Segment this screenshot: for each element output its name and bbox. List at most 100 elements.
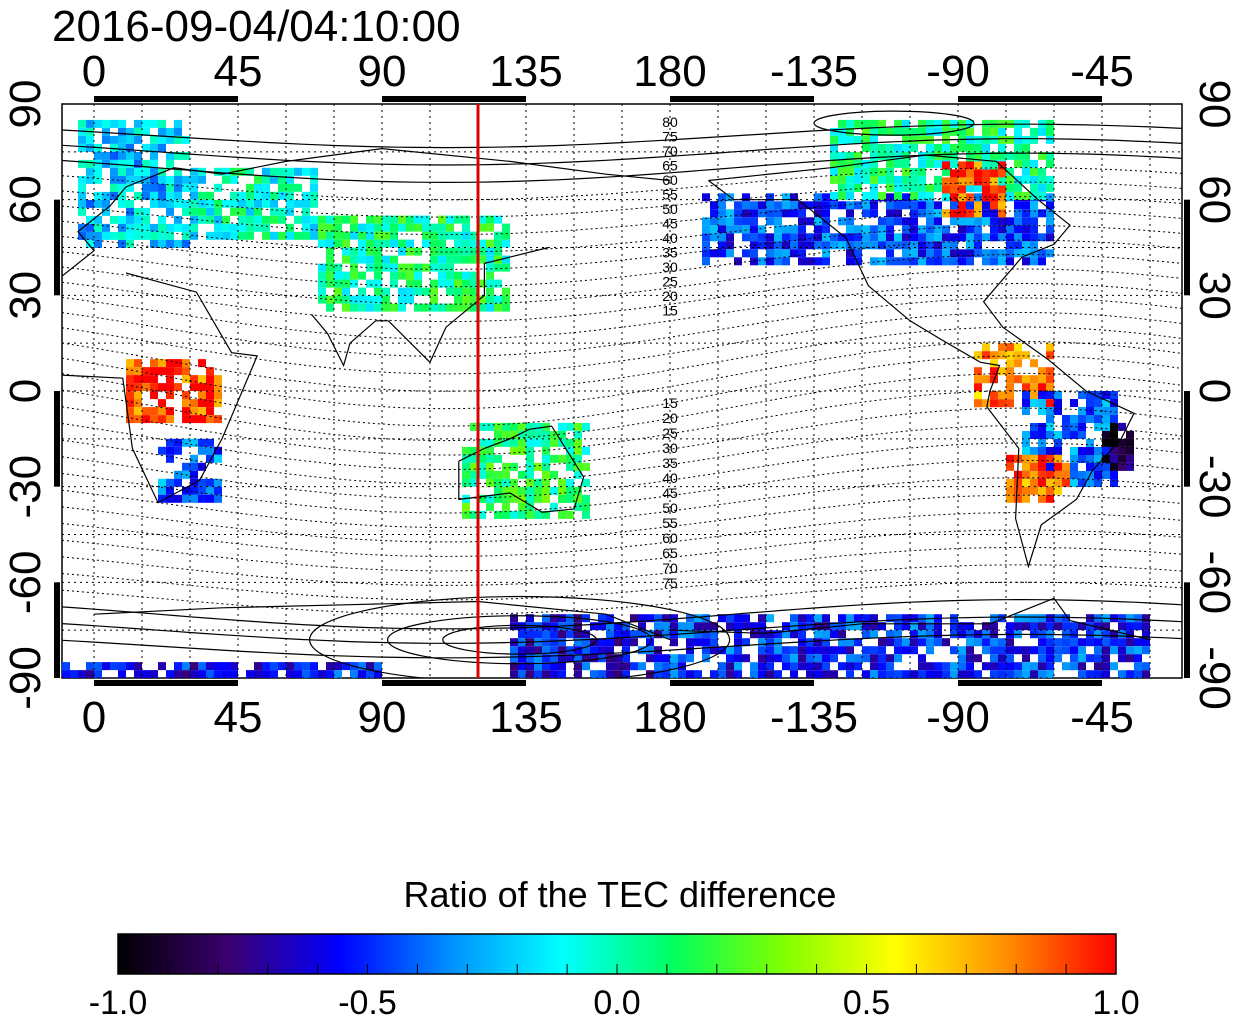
- contour-label: 75: [662, 129, 678, 145]
- longitude-tick-label: 0: [82, 693, 106, 742]
- axis-edge-bars: [54, 96, 1190, 686]
- latitude-tick-label: 0: [1, 379, 50, 403]
- colorbar-minor-ticks: [167, 964, 1067, 974]
- latitude-tick-label: 90: [1190, 80, 1239, 129]
- latitude-tick-label: -30: [1, 455, 50, 519]
- tec-region: [318, 215, 510, 312]
- longitude-tick-label: 45: [214, 693, 263, 742]
- contour-line: [62, 181, 1182, 218]
- contour-label: 65: [662, 158, 678, 174]
- contour-line: [62, 598, 1182, 630]
- contour-line: [62, 123, 1182, 149]
- contour-labels: 8075706560555045403530252015152025303540…: [662, 114, 678, 591]
- contour-line: [62, 390, 1182, 456]
- right-latitude-ticks: 90 60 30 0 -30 -60 -90: [1190, 80, 1239, 710]
- contour-line: [62, 167, 1182, 201]
- longitude-tick-label: 135: [489, 47, 562, 96]
- contour-line: [62, 326, 1182, 392]
- latitude-tick-label: 30: [1, 271, 50, 320]
- contour-line: [62, 546, 1182, 586]
- colorbar-tick-label: 0.0: [593, 984, 641, 1022]
- contour-line: [62, 633, 1182, 659]
- edge-bar: [670, 96, 814, 102]
- contour-line: [62, 581, 1182, 615]
- contour-label: 40: [662, 230, 678, 246]
- edge-bar: [670, 680, 814, 686]
- contour-label: 30: [662, 440, 678, 456]
- longitude-tick-label: -45: [1070, 693, 1134, 742]
- timestamp-title: 2016-09-04/04:10:00: [52, 2, 461, 51]
- map-grid: [62, 104, 1182, 678]
- edge-bar: [94, 680, 238, 686]
- longitude-tick-label: -135: [770, 693, 858, 742]
- contour-label: 70: [662, 560, 678, 576]
- contour-label: 50: [662, 201, 678, 217]
- contour-line: [62, 311, 1182, 375]
- contour-label: 45: [662, 216, 678, 232]
- latitude-tick-label: -60: [1190, 551, 1239, 615]
- contour-line: [62, 564, 1182, 601]
- contour-line: [442, 624, 597, 655]
- latitude-tick-label: 60: [1190, 175, 1239, 224]
- contour-line: [62, 529, 1182, 572]
- contour-label: 60: [662, 172, 678, 188]
- contour-label: 35: [662, 245, 678, 261]
- latitude-tick-label: -30: [1190, 455, 1239, 519]
- contour-label: 65: [662, 545, 678, 561]
- edge-bar: [54, 391, 60, 487]
- longitude-tick-label: 180: [633, 47, 706, 96]
- contour-line: [62, 407, 1182, 471]
- edge-bar: [94, 96, 238, 102]
- contour-line: [62, 512, 1182, 557]
- longitude-tick-label: 180: [633, 693, 706, 742]
- contour-label: 30: [662, 259, 678, 275]
- edge-bar: [958, 680, 1102, 686]
- latitude-tick-label: -90: [1, 646, 50, 710]
- contour-label: 20: [662, 288, 678, 304]
- contour-line: [386, 615, 653, 665]
- contour-label: 60: [662, 530, 678, 546]
- contour-line: [309, 595, 731, 678]
- edge-bar: [1184, 391, 1190, 487]
- contour-label: 25: [662, 274, 678, 290]
- edge-bar: [382, 680, 526, 686]
- edge-bar: [1184, 199, 1190, 296]
- coastline: [62, 272, 259, 504]
- latitude-tick-label: -60: [1, 551, 50, 615]
- latitude-tick-label: -90: [1190, 646, 1239, 710]
- contour-line: [62, 616, 1182, 644]
- contour-label: 55: [662, 515, 678, 531]
- latitude-tick-label: 30: [1190, 271, 1239, 320]
- contour-label: 50: [662, 500, 678, 516]
- edge-bar: [54, 582, 60, 678]
- colorbar-tick-label: 0.5: [842, 984, 891, 1022]
- tec-region: [126, 359, 222, 424]
- longitude-tick-label: 45: [214, 47, 263, 96]
- edge-bar: [382, 96, 526, 102]
- tec-region: [510, 614, 670, 678]
- longitude-tick-label: -90: [926, 693, 990, 742]
- longitude-tick-label: 135: [489, 693, 562, 742]
- coastline: [708, 154, 1135, 569]
- contour-label: 15: [662, 395, 678, 411]
- contour-label: 20: [662, 410, 678, 426]
- colorbar-tick-label: 1.0: [1092, 984, 1140, 1022]
- contour-label: 70: [662, 143, 678, 159]
- longitude-tick-label: 0: [82, 47, 106, 96]
- left-latitude-ticks: 90 60 30 0 -30 -60 -90: [1, 80, 50, 710]
- edge-bar: [54, 199, 60, 296]
- tec-region: [190, 167, 318, 240]
- coastline: [311, 246, 549, 368]
- contour-label: 15: [662, 303, 678, 319]
- coastline: [458, 425, 585, 513]
- colorbar-tick-label: -0.5: [338, 984, 397, 1022]
- tec-region: [1102, 422, 1134, 471]
- edge-bar: [1184, 582, 1190, 678]
- longitude-tick-label: -135: [770, 47, 858, 96]
- colorbar-title: Ratio of the TEC difference: [403, 874, 837, 915]
- longitude-tick-label: 90: [358, 47, 407, 96]
- contour-label: 35: [662, 455, 678, 471]
- latitude-tick-label: 0: [1190, 379, 1239, 403]
- longitude-tick-label: -45: [1070, 47, 1134, 96]
- contour-line: [62, 196, 1182, 236]
